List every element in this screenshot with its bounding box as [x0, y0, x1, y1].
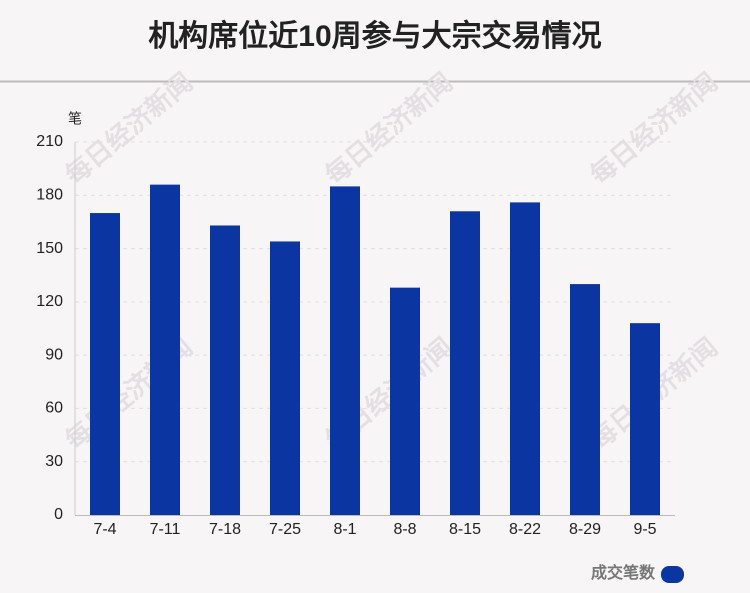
x-tick-label: 8-15 — [449, 521, 481, 538]
bar — [270, 241, 300, 515]
x-tick-label: 7-25 — [269, 521, 301, 538]
legend-swatch — [661, 566, 684, 583]
y-tick-label: 60 — [45, 400, 63, 417]
x-tick-label: 8-29 — [569, 521, 601, 538]
x-tick-label: 7-18 — [209, 521, 241, 538]
y-tick-label: 150 — [36, 240, 63, 257]
bar — [450, 211, 480, 515]
y-tick-label: 30 — [45, 453, 63, 470]
bar — [390, 287, 420, 515]
y-tick-label: 0 — [54, 506, 63, 523]
bar — [150, 184, 180, 515]
bar — [570, 284, 600, 515]
bar — [510, 202, 540, 515]
x-tick-label: 8-22 — [509, 521, 541, 538]
x-tick-label: 8-1 — [333, 521, 356, 538]
x-tick-label: 7-11 — [150, 521, 181, 538]
y-tick-label: 210 — [36, 133, 63, 150]
y-tick-label: 120 — [36, 293, 63, 310]
y-unit: 笔 — [68, 111, 82, 127]
y-tick-label: 180 — [36, 187, 63, 204]
bar — [330, 186, 360, 515]
y-tick-label: 90 — [45, 346, 63, 363]
x-tick-label: 7-4 — [93, 521, 116, 538]
bar — [90, 213, 120, 516]
legend-label: 成交笔数 — [591, 563, 656, 582]
x-tick-label: 9-5 — [633, 521, 656, 538]
bar — [210, 225, 240, 515]
bar — [630, 323, 660, 515]
chart-title: 机构席位近10周参与大宗交易情况 — [148, 19, 601, 53]
x-tick-label: 8-8 — [393, 521, 416, 538]
